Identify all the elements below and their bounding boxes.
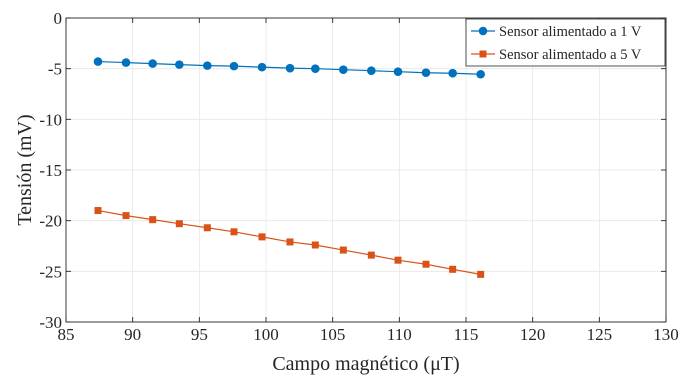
x-tick-label: 85 bbox=[58, 325, 75, 344]
y-axis-label: Tensión (mV) bbox=[14, 114, 36, 225]
legend-label-series-1: Sensor alimentado a 1 V bbox=[499, 24, 642, 40]
data-point bbox=[476, 69, 485, 79]
data-point bbox=[367, 251, 375, 259]
x-tick-label: 130 bbox=[653, 325, 679, 344]
y-tick-label: -15 bbox=[39, 161, 62, 180]
y-tick-label: -10 bbox=[39, 110, 62, 129]
x-axis-label: Campo magnético (μT) bbox=[272, 353, 459, 375]
legend: Sensor alimentado a 1 V Sensor alimentad… bbox=[465, 18, 666, 67]
data-point bbox=[149, 216, 157, 224]
data-point bbox=[477, 270, 485, 278]
data-point bbox=[148, 59, 157, 68]
data-point bbox=[175, 220, 183, 228]
data-point bbox=[230, 228, 238, 236]
x-tick-label: 110 bbox=[387, 325, 412, 344]
y-tick-label: -30 bbox=[39, 313, 62, 332]
series-1 bbox=[93, 57, 485, 79]
data-point bbox=[448, 68, 457, 78]
x-tick-label: 100 bbox=[253, 325, 279, 344]
data-point bbox=[449, 265, 457, 273]
data-point bbox=[394, 256, 402, 264]
x-tick-label: 105 bbox=[320, 325, 346, 344]
legend-box bbox=[465, 18, 666, 67]
data-point bbox=[94, 207, 102, 215]
legend-marker-series-1 bbox=[478, 26, 488, 36]
data-point bbox=[122, 212, 130, 220]
data-point bbox=[257, 62, 267, 72]
data-point bbox=[311, 241, 319, 249]
data-point bbox=[285, 63, 295, 73]
data-point bbox=[286, 238, 294, 246]
data-point bbox=[339, 246, 347, 254]
data-point bbox=[422, 260, 430, 268]
x-tick-label: 125 bbox=[587, 325, 613, 344]
x-tick-label: 90 bbox=[124, 325, 141, 344]
x-tick-label: 120 bbox=[520, 325, 546, 344]
legend-label-series-2: Sensor alimentado a 5 V bbox=[499, 47, 642, 63]
data-point bbox=[93, 57, 103, 66]
legend-marker-series-2 bbox=[479, 50, 487, 58]
y-tick-label: 0 bbox=[54, 9, 63, 28]
data-point bbox=[203, 61, 212, 70]
data-point bbox=[203, 224, 211, 232]
data-point bbox=[258, 233, 266, 241]
series-2 bbox=[94, 207, 485, 278]
data-point bbox=[339, 65, 348, 74]
data-point bbox=[421, 68, 431, 78]
data-point bbox=[175, 60, 184, 69]
series-layer bbox=[93, 57, 485, 278]
data-point bbox=[311, 64, 320, 73]
y-tick-label: -20 bbox=[39, 212, 62, 231]
y-tick-label: -5 bbox=[48, 60, 62, 79]
x-tick-label: 115 bbox=[454, 325, 479, 344]
data-point bbox=[121, 58, 131, 67]
tick-labels: 85 90 95 100 105 110 115 120 125 130 0 -5 -10 -15 -20 -… bbox=[39, 9, 678, 344]
data-point bbox=[367, 66, 376, 75]
x-tick-label: 95 bbox=[191, 325, 208, 344]
y-tick-label: -25 bbox=[39, 262, 62, 281]
data-point bbox=[229, 61, 239, 71]
data-point bbox=[393, 67, 403, 77]
